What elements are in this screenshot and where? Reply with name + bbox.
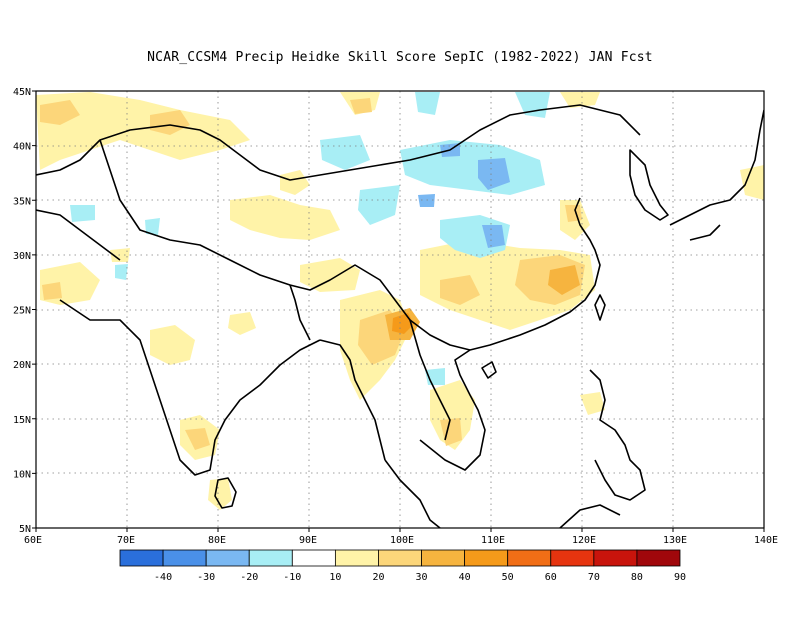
lon-tick-label: 130E bbox=[663, 535, 687, 546]
colorbar-swatch bbox=[119, 549, 164, 567]
lat-tick-label: 30N bbox=[13, 251, 31, 262]
colorbar-label: 60 bbox=[545, 572, 557, 583]
colorbar-swatch bbox=[291, 549, 336, 567]
map-title: NCAR_CCSM4 Precip Heidke Skill Score Sep… bbox=[147, 50, 653, 65]
colorbar-label: 40 bbox=[459, 572, 471, 583]
lat-tick-label: 40N bbox=[13, 142, 31, 153]
colorbar-label: 10 bbox=[329, 572, 341, 583]
lat-tick-label: 35N bbox=[13, 196, 31, 207]
lat-tick-label: 15N bbox=[13, 415, 31, 426]
lon-tick-label: 100E bbox=[390, 535, 414, 546]
colorbar-swatch bbox=[593, 549, 638, 567]
colorbar-label: -40 bbox=[154, 572, 172, 583]
lat-tick-labels: 5N 10N 15N 20N 25N 30N 35N 40N 45N bbox=[13, 87, 36, 535]
colorbar-label: -20 bbox=[240, 572, 258, 583]
colorbar-label: -30 bbox=[197, 572, 215, 583]
lon-tick-label: 120E bbox=[572, 535, 596, 546]
colorbar-label: 30 bbox=[416, 572, 428, 583]
colorbar-swatch bbox=[550, 549, 595, 567]
colorbar-label: 70 bbox=[588, 572, 600, 583]
lon-tick-label: 70E bbox=[117, 535, 135, 546]
colorbar-swatch bbox=[421, 549, 466, 567]
colorbar-label: 90 bbox=[674, 572, 686, 583]
colorbar: -40 -30 -20 -10 10 20 30 40 50 60 70 80 90 bbox=[119, 549, 686, 583]
colorbar-swatch bbox=[248, 549, 293, 567]
lon-tick-label: 90E bbox=[299, 535, 317, 546]
colorbar-swatch bbox=[162, 549, 207, 567]
lat-tick-label: 10N bbox=[13, 469, 31, 480]
colorbar-label: 80 bbox=[631, 572, 643, 583]
colorbar-label: -10 bbox=[283, 572, 301, 583]
colorbar-swatch bbox=[334, 549, 379, 567]
lat-tick-label: 5N bbox=[19, 524, 31, 535]
lon-tick-labels: 60E 70E 80E 90E 100E 110E 120E 130E 140E bbox=[24, 528, 778, 546]
gridlines bbox=[36, 91, 764, 528]
lon-tick-label: 110E bbox=[481, 535, 505, 546]
lat-tick-label: 25N bbox=[13, 306, 31, 317]
lat-tick-label: 45N bbox=[13, 87, 31, 98]
colorbar-swatch bbox=[507, 549, 552, 567]
colorbar-swatch bbox=[464, 549, 509, 567]
lon-tick-label: 80E bbox=[208, 535, 226, 546]
colorbar-swatch bbox=[205, 549, 250, 567]
coastlines bbox=[36, 104, 764, 528]
lon-tick-label: 140E bbox=[754, 535, 778, 546]
lat-tick-label: 20N bbox=[13, 360, 31, 371]
colorbar-swatch bbox=[378, 549, 422, 567]
lon-tick-label: 60E bbox=[24, 535, 42, 546]
colorbar-label: 20 bbox=[372, 572, 384, 583]
colorbar-label: 50 bbox=[502, 572, 514, 583]
colorbar-swatch bbox=[636, 549, 681, 567]
skill-fill-layer bbox=[36, 92, 764, 510]
